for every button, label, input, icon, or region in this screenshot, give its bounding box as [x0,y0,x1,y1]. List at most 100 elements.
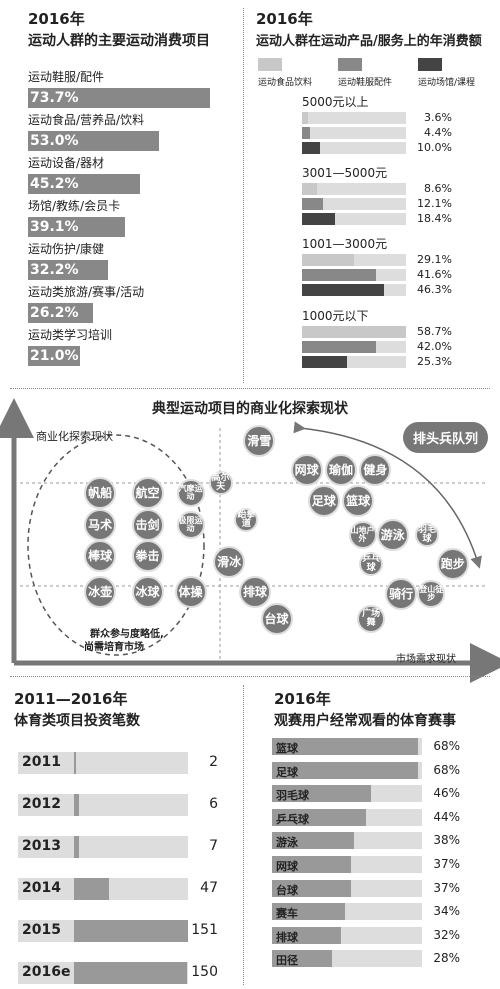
p5-category-label: 乒乓球 [276,812,309,826]
p4-bar [74,794,79,816]
p3-bubble: 羽毛球 [415,523,439,547]
p1-category-label: 场馆/教练/会员卡 [28,199,121,213]
p5-value-label: 68% [433,762,460,777]
p5-category-label: 网球 [276,860,298,873]
p2-bar-track [302,112,406,124]
p2-value-label: 8.6% [424,182,452,195]
p4-year-label: 2015 [22,922,61,938]
p1-value-label: 21.0% [30,348,79,364]
p5-category-label: 篮球 [276,742,298,755]
p2-bar [302,341,376,353]
front-team-badge: 排头兵队列 [403,422,489,453]
p4-year-label: 2013 [22,838,61,854]
p2-bar [302,254,354,266]
p2-value-label: 18.4% [417,212,452,225]
p2-value-label: 29.1% [417,253,452,266]
p3-bubble: 足球 [307,485,340,518]
p2-bar [302,112,308,124]
p2-group-label: 5000元以上 [302,95,369,109]
panel5-year: 2016年 [274,690,331,708]
p2-bar [302,142,320,154]
p5-category-label: 赛车 [276,907,298,921]
p2-bar-track [302,142,406,154]
p5-bar [272,950,332,968]
p1-category-label: 运动类旅游/赛事/活动 [28,285,145,299]
p1-value-label: 39.1% [30,219,79,235]
p3-bubble: 马术 [84,508,117,541]
p2-legend-label: 运动鞋服配件 [338,78,393,88]
p5-category-label: 足球 [276,765,298,779]
p5-bar [272,903,345,921]
p2-group-label: 1001—3000元 [302,237,388,251]
p3-bubble: 棒球 [84,540,117,572]
p5-value-label: 37% [433,880,460,895]
panel1-title: 运动人群的主要运动消费项目 [28,33,210,49]
p3-bubble: 健身 [359,453,392,486]
p1-category-label: 运动伤护/康健 [28,242,105,256]
p3-bubble: 高尔夫 [208,470,233,495]
p3-bubble: 网球 [290,453,323,486]
p4-year-label: 2014 [22,880,61,896]
panel4-title: 体育类项目投资笔数 [14,713,140,729]
p3-bubble: 击剑 [131,508,164,541]
p5-value-label: 68% [433,739,460,753]
p2-value-label: 4.4% [424,126,452,139]
p5-value-label: 38% [433,833,460,848]
p4-bar [74,962,187,984]
p2-bar [302,127,310,139]
p1-bar [28,131,159,151]
p4-year-label: 2012 [22,796,61,812]
panel2-title: 运动人群在运动产品/服务上的年消费额 [256,34,482,49]
circle-note-1: 群众参与度略低, [90,629,164,640]
p2-bar [302,213,335,225]
p3-bubble: 汽摩运动 [176,479,205,507]
p2-group-label: 1000元以下 [302,309,369,323]
p5-category-label: 游泳 [276,836,298,850]
p1-category-label: 运动类学习培训 [28,328,113,342]
p5-bar [272,856,351,873]
p4-value-label: 150 [191,964,218,980]
p4-bar [74,920,188,942]
panel1-year: 2016年 [28,10,85,28]
p1-bar [28,346,80,366]
separator-bottom [10,676,490,677]
p4-value-label: 2 [209,754,218,770]
p3-bubble: 排球 [239,575,271,608]
p3-bubble: 跑步 [436,548,469,581]
p4-value-label: 6 [209,796,218,812]
p4-year-label: 2016e [22,964,71,980]
separator-top [10,388,490,389]
p3-bubble: 游泳 [376,519,409,551]
p3-bubble: 山地户外 [348,521,377,549]
p2-group-label: 3001—5000元 [302,166,388,180]
p4-bar-track [18,794,188,816]
p3-bubble: 广场舞 [357,605,386,633]
p3-bubble: 瑜伽 [325,453,357,486]
p3-bubble: 跆拳道 [234,508,259,533]
p5-bar [272,879,351,897]
top-vertical-separator [243,8,244,383]
p1-bar [28,88,210,108]
p3-bubble: 篮球 [342,485,375,518]
p5-value-label: 34% [433,904,460,919]
p1-category-label: 运动食品/营养品/饮料 [28,113,145,127]
p3-bubble: 体操 [174,575,207,608]
p5-value-label: 32% [433,927,460,942]
p2-value-label: 10.0% [417,141,452,154]
p2-bar-track [302,183,406,195]
p5-value-label: 28% [433,951,460,966]
p4-bar [74,836,79,858]
p4-value-label: 47 [200,880,218,896]
p5-bar [272,832,354,850]
p3-bubble: 滑雪 [243,424,276,457]
p3-bubble: 拳击 [131,540,164,572]
p3-bubble: 台球 [260,603,293,635]
p2-value-label: 42.0% [417,340,452,353]
p1-bar [28,174,140,194]
p3-bubble: 帆船 [84,477,117,509]
p1-bar [28,217,125,237]
p3-bubble: 滑冰 [213,546,246,579]
panel4-year-range: 2011—2016年 [14,690,128,708]
p2-value-label: 25.3% [417,355,452,368]
p2-bar [302,183,317,195]
